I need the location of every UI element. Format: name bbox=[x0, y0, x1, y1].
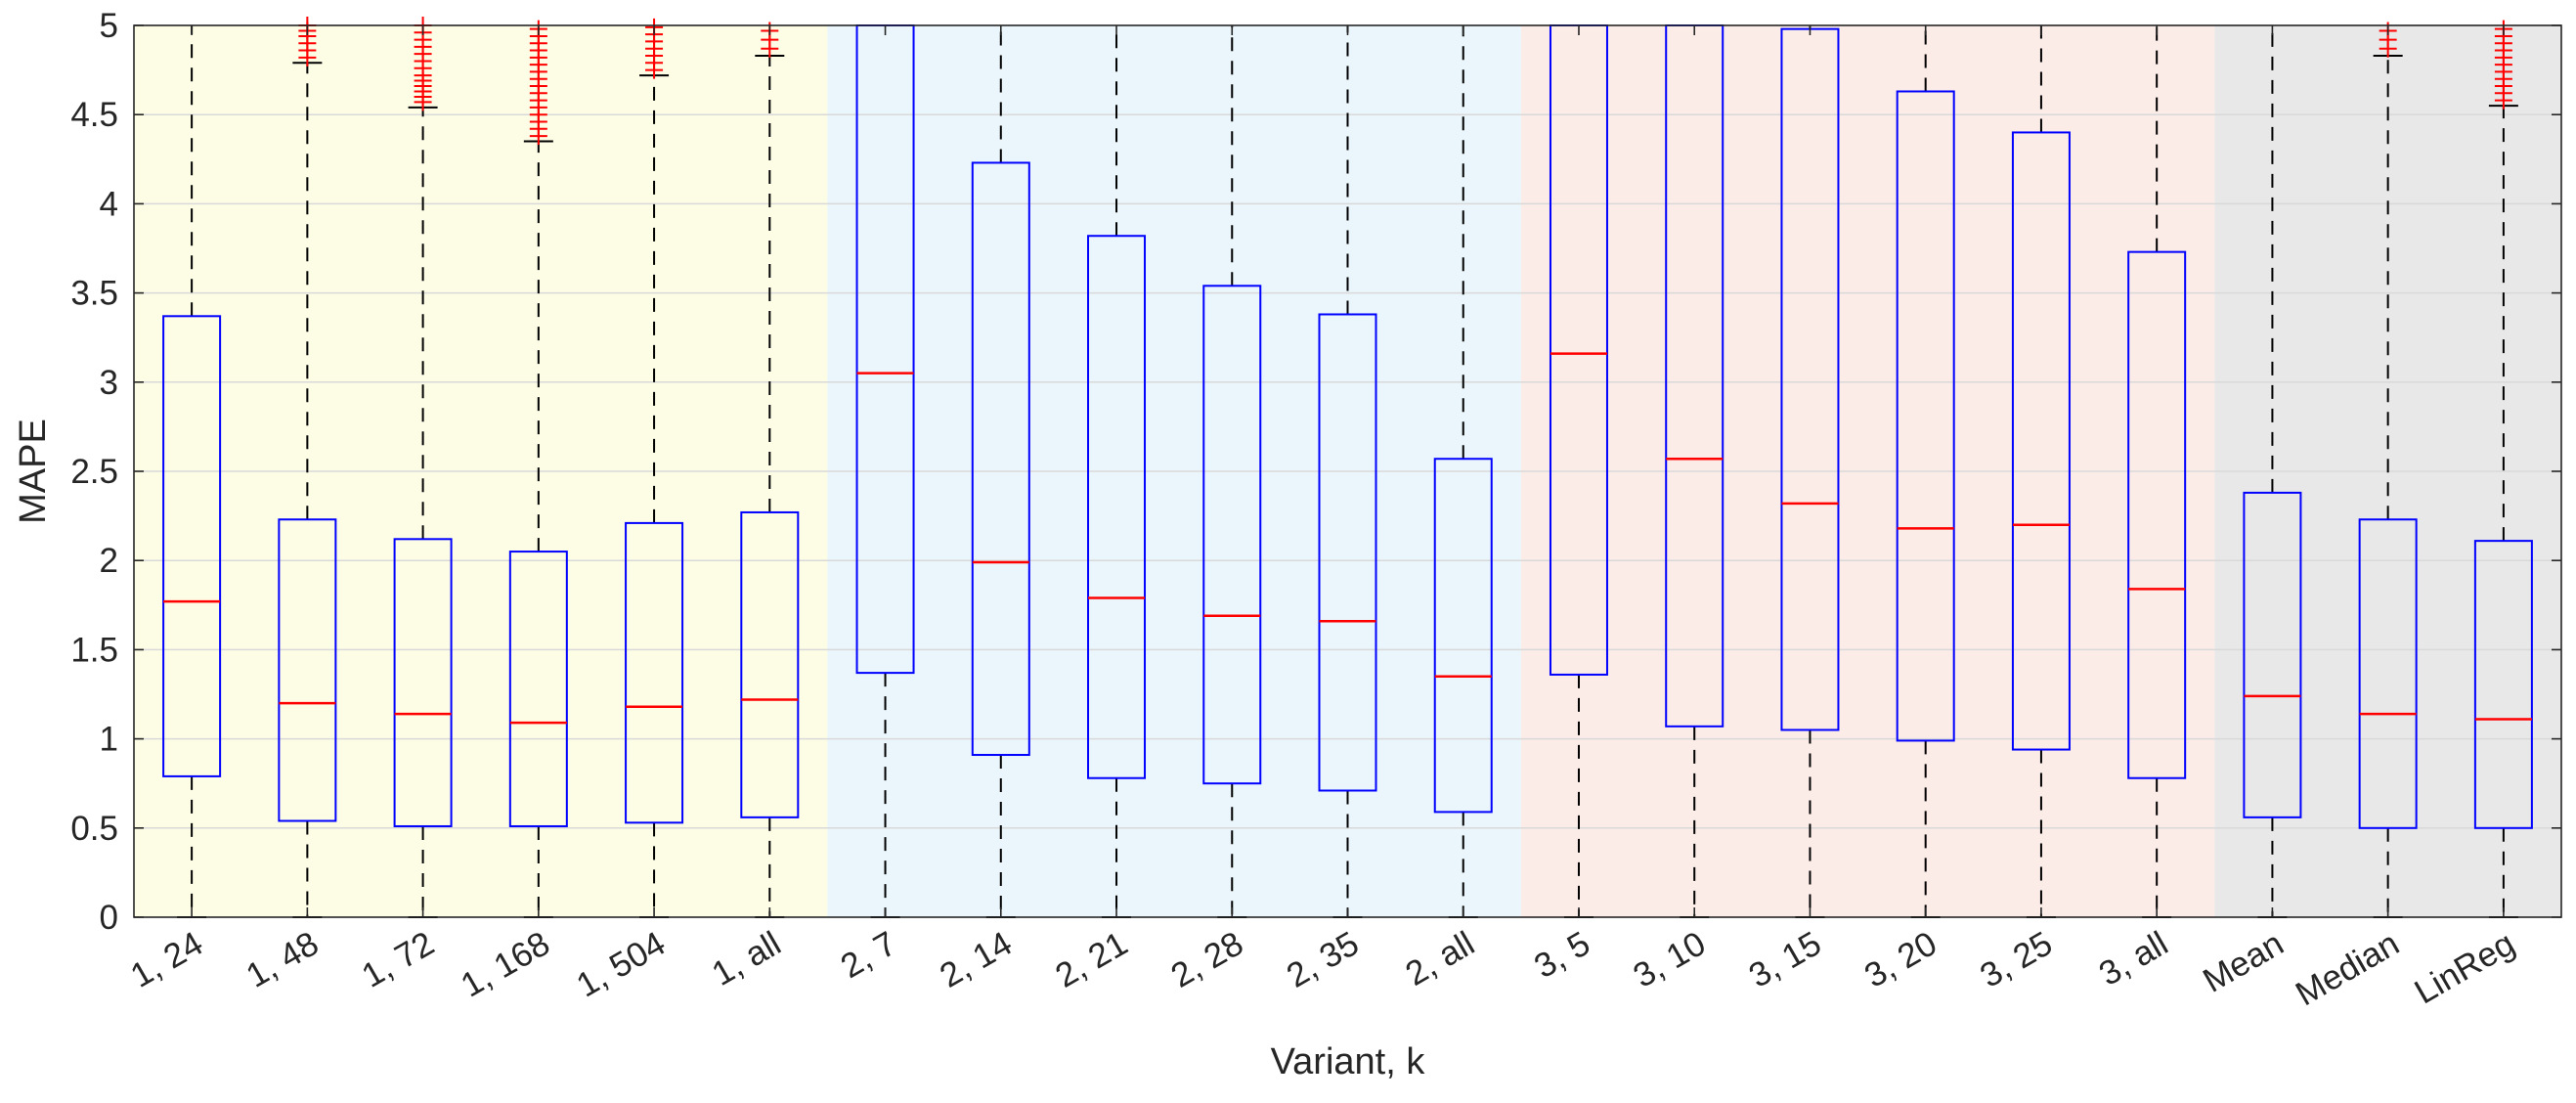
iqr-box bbox=[1433, 458, 1493, 814]
x-tick-label: 2, all bbox=[1399, 924, 1481, 993]
iqr-box bbox=[162, 315, 222, 777]
x-tick-label: 3, all bbox=[2093, 924, 2175, 993]
iqr-box bbox=[971, 161, 1030, 757]
x-tick-label: 3, 10 bbox=[1627, 924, 1712, 995]
x-axis-label: Variant, k bbox=[1271, 1041, 1426, 1082]
box-1-48 bbox=[278, 17, 337, 918]
iqr-box bbox=[1202, 285, 1262, 785]
x-tick-label: 2, 7 bbox=[834, 924, 902, 986]
x-tick-label: 1, 48 bbox=[240, 924, 325, 995]
y-tick-label: 2 bbox=[100, 542, 118, 580]
x-tick-label: 1, 504 bbox=[570, 924, 672, 1004]
x-tick-label: 1, 72 bbox=[356, 924, 441, 995]
y-axis-label: MAPE bbox=[13, 419, 54, 524]
y-tick-label: 3.5 bbox=[70, 275, 118, 313]
box-2-35 bbox=[1318, 25, 1377, 918]
iqr-box bbox=[508, 551, 568, 827]
iqr-box bbox=[278, 518, 337, 822]
iqr-box bbox=[1087, 235, 1147, 779]
y-tick-label: 0.5 bbox=[70, 810, 118, 848]
x-tick-label: 2, 35 bbox=[1281, 924, 1366, 995]
iqr-box bbox=[393, 538, 453, 827]
y-tick-label: 3 bbox=[100, 364, 118, 402]
iqr-box bbox=[740, 510, 800, 818]
box-linreg bbox=[2473, 20, 2533, 918]
iqr-box bbox=[2473, 540, 2533, 829]
x-tick-label: Median bbox=[2290, 924, 2406, 1013]
iqr-box bbox=[2243, 491, 2302, 818]
x-tick-label: 2, 14 bbox=[934, 924, 1019, 995]
iqr-box bbox=[2358, 518, 2418, 829]
y-tick-label: 2.5 bbox=[70, 453, 118, 491]
x-tick-label: 2, 21 bbox=[1049, 924, 1134, 995]
y-tick-label: 1.5 bbox=[70, 631, 118, 669]
x-tick-label: 2, 28 bbox=[1164, 924, 1249, 995]
x-tick-label: Mean bbox=[2197, 924, 2290, 1000]
iqr-box bbox=[2011, 131, 2071, 751]
iqr-box bbox=[625, 521, 684, 824]
y-tick-label: 1 bbox=[100, 721, 118, 759]
x-tick-label: 3, 5 bbox=[1528, 924, 1596, 986]
x-tick-label: 3, 15 bbox=[1743, 924, 1828, 995]
iqr-box bbox=[1896, 90, 1955, 742]
iqr-box bbox=[1318, 313, 1377, 792]
x-tick-label: 1, all bbox=[706, 924, 788, 993]
y-tick-label: 4 bbox=[100, 185, 118, 223]
box-1-504 bbox=[625, 18, 684, 918]
iqr-box bbox=[2127, 250, 2187, 779]
x-tick-label: LinReg bbox=[2408, 924, 2521, 1011]
x-tick-label: 1, 24 bbox=[124, 924, 209, 995]
box-2-all bbox=[1433, 25, 1493, 918]
y-tick-label: 4.5 bbox=[70, 96, 118, 134]
x-tick-label: 1, 168 bbox=[455, 924, 556, 1004]
x-tick-label: 3, 25 bbox=[1974, 924, 2059, 995]
y-tick-label: 5 bbox=[100, 7, 118, 45]
box-3-20 bbox=[1896, 25, 1955, 918]
x-tick-label: 3, 20 bbox=[1858, 924, 1943, 995]
y-tick-label: 0 bbox=[100, 899, 118, 937]
